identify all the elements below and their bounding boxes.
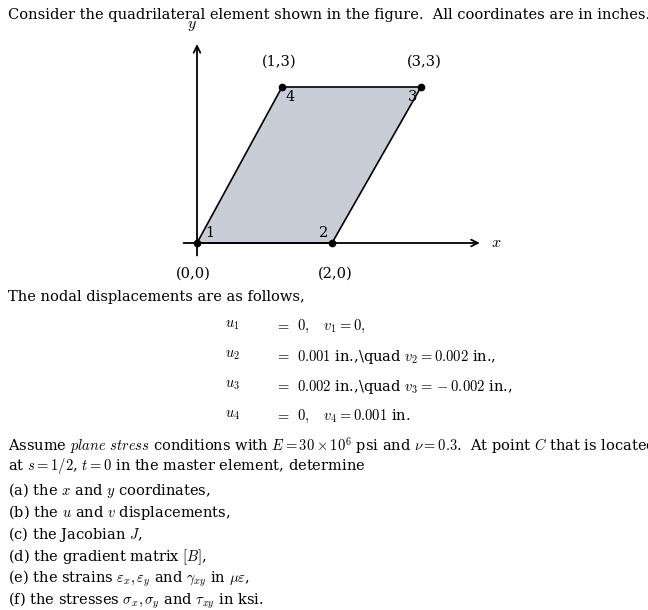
Text: $=$: $=$ [275,318,290,332]
Text: (f) the stresses $\sigma_x, \sigma_y$ and $\tau_{xy}$ in ksi.: (f) the stresses $\sigma_x, \sigma_y$ an… [8,591,264,610]
Text: 3: 3 [408,90,417,104]
Polygon shape [197,87,421,243]
Text: $x$: $x$ [491,234,502,251]
Text: $0,\quad v_1=0,$: $0,\quad v_1=0,$ [297,318,365,335]
Text: (e) the strains $\varepsilon_x, \varepsilon_y$ and $\gamma_{xy}$ in $\mu\varepsi: (e) the strains $\varepsilon_x, \varepsi… [8,569,250,589]
Text: Assume $\mathit{plane\ stress}$ conditions with $E = 30 \times 10^6$ psi and $\n: Assume $\mathit{plane\ stress}$ conditio… [8,435,648,456]
Text: $=$: $=$ [275,378,290,392]
Text: $=$: $=$ [275,348,290,362]
Text: $u_4$: $u_4$ [225,408,240,422]
Text: (b) the $u$ and $v$ displacements,: (b) the $u$ and $v$ displacements, [8,503,231,522]
Text: The nodal displacements are as follows,: The nodal displacements are as follows, [8,290,305,304]
Text: 1: 1 [205,226,214,240]
Text: (d) the gradient matrix $[B]$,: (d) the gradient matrix $[B]$, [8,547,207,567]
Text: $=$: $=$ [275,408,290,422]
Text: (2,0): (2,0) [318,266,353,280]
Text: $u_2$: $u_2$ [225,348,240,362]
Text: $u_3$: $u_3$ [225,378,240,392]
Text: (0,0): (0,0) [176,266,211,280]
Text: at $s = 1/2$, $t = 0$ in the master element, determine: at $s = 1/2$, $t = 0$ in the master elem… [8,456,365,476]
Text: $u_1$: $u_1$ [226,318,240,332]
Text: (c) the Jacobian $J$,: (c) the Jacobian $J$, [8,525,143,544]
Text: $y$: $y$ [187,16,197,34]
Text: (3,3): (3,3) [407,55,442,69]
Text: 2: 2 [319,226,328,240]
Text: (1,3): (1,3) [261,55,296,69]
Text: $0.001$ in.,\quad $v_2=0.002$ in.,: $0.001$ in.,\quad $v_2=0.002$ in., [297,348,496,366]
Text: 4: 4 [286,90,295,104]
Text: $0.002$ in.,\quad $v_3=-0.002$ in.,: $0.002$ in.,\quad $v_3=-0.002$ in., [297,378,513,396]
Text: $0,\quad v_4=0.001$ in.: $0,\quad v_4=0.001$ in. [297,408,410,425]
Text: (a) the $x$ and $y$ coordinates,: (a) the $x$ and $y$ coordinates, [8,481,211,500]
Text: Consider the quadrilateral element shown in the figure.  All coordinates are in : Consider the quadrilateral element shown… [8,8,648,22]
